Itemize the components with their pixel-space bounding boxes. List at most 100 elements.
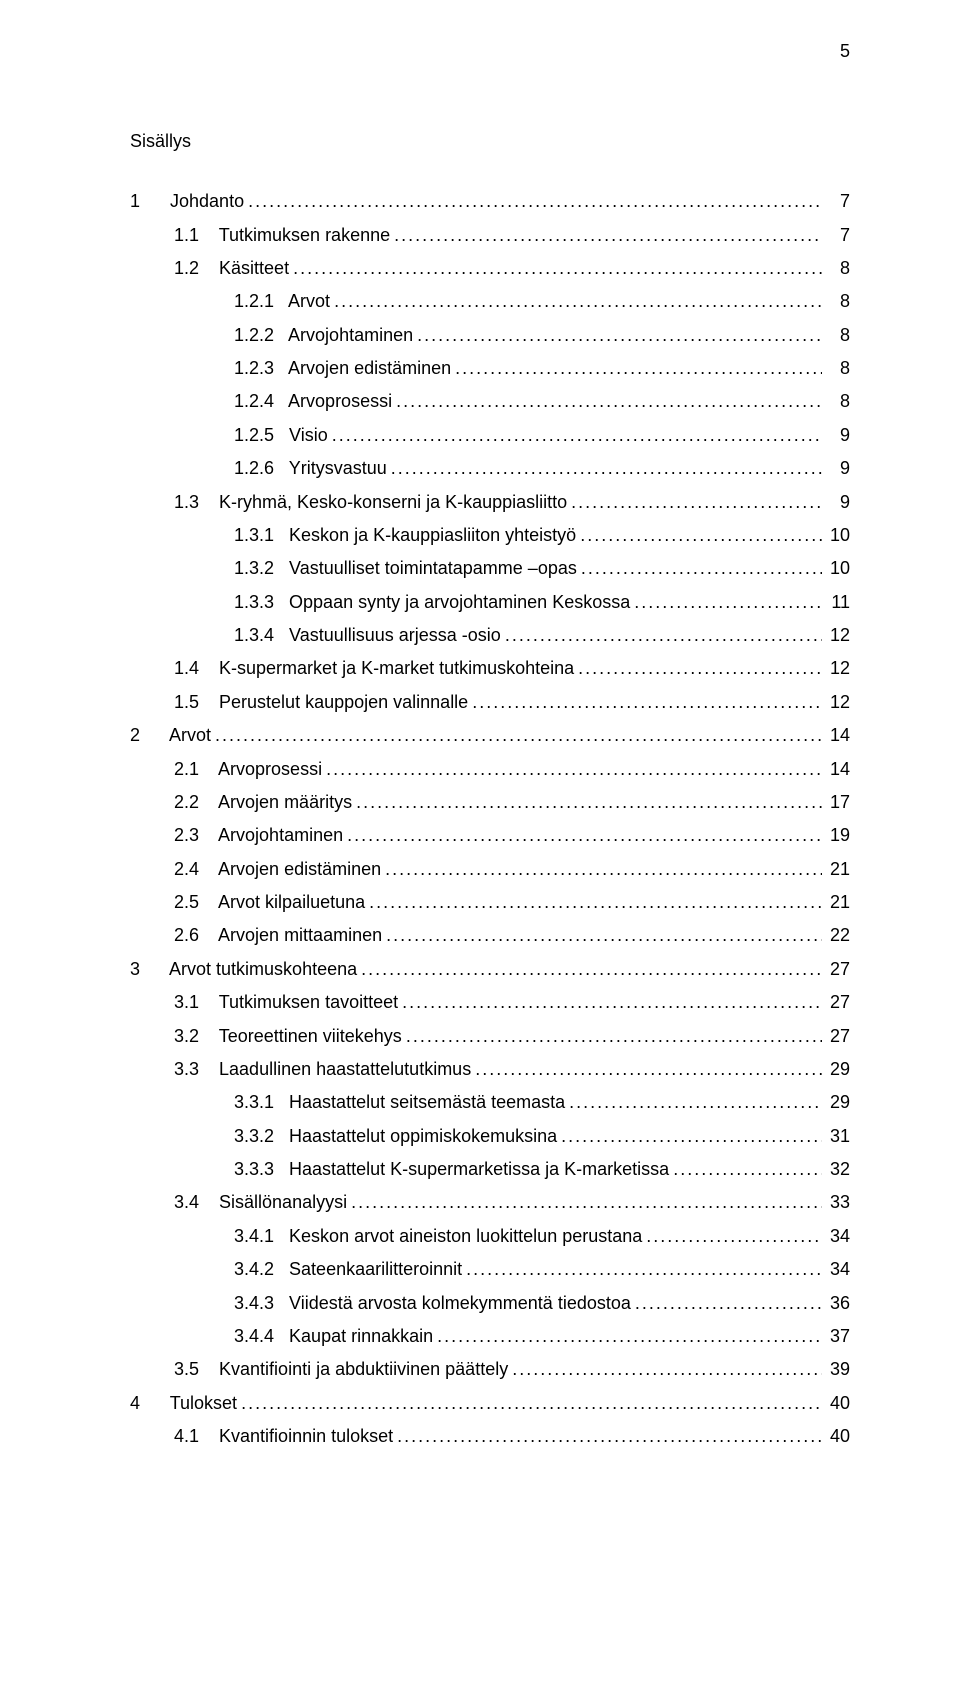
toc-entry-label: 1.3.1 Keskon ja K-kauppiasliiton yhteist… xyxy=(130,522,576,549)
toc-entry-label: 1.3.2 Vastuulliset toimintatapamme –opas xyxy=(130,555,577,582)
toc-entry: 2.6 Arvojen mittaaminen.................… xyxy=(130,919,850,952)
toc-entry: 3.3 Laadullinen haastattelututkimus.....… xyxy=(130,1053,850,1086)
toc-leader-dots: ........................................… xyxy=(468,689,822,716)
toc-entry-label: 1.2 Käsitteet xyxy=(130,255,289,282)
toc-entry: 3.1 Tutkimuksen tavoitteet..............… xyxy=(130,986,850,1019)
toc-entry-label: 4.1 Kvantifioinnin tulokset xyxy=(130,1423,393,1450)
toc-entry: 2 Arvot.................................… xyxy=(130,719,850,752)
toc-leader-dots: ........................................… xyxy=(393,1423,822,1450)
toc-leader-dots: ........................................… xyxy=(557,1123,822,1150)
toc-entry: 1.3.1 Keskon ja K-kauppiasliiton yhteist… xyxy=(130,519,850,552)
toc-leader-dots: ........................................… xyxy=(343,822,822,849)
toc-entry-label: 1.4 K-supermarket ja K-market tutkimusko… xyxy=(130,655,574,682)
toc-entry: 1.5 Perustelut kauppojen valinnalle.....… xyxy=(130,686,850,719)
toc-entry-label: 3.3.3 Haastattelut K-supermarketissa ja … xyxy=(130,1156,669,1183)
toc-entry: 3.3.1 Haastattelut seitsemästä teemasta.… xyxy=(130,1086,850,1119)
toc-entry: 1.3.2 Vastuulliset toimintatapamme –opas… xyxy=(130,552,850,585)
toc-entry: 3 Arvot tutkimuskohteena................… xyxy=(130,953,850,986)
toc-leader-dots: ........................................… xyxy=(413,322,822,349)
toc-entry-page: 8 xyxy=(822,288,850,315)
toc-entry: 4 Tulokset..............................… xyxy=(130,1387,850,1420)
toc-entry-page: 34 xyxy=(822,1223,850,1250)
toc-entry-page: 9 xyxy=(822,422,850,449)
toc-entry: 3.5 Kvantifiointi ja abduktiivinen päätt… xyxy=(130,1353,850,1386)
toc-entry-page: 27 xyxy=(822,956,850,983)
toc-entry-label: 1 Johdanto xyxy=(130,188,244,215)
toc-entry-page: 9 xyxy=(822,455,850,482)
toc-entry-label: 3 Arvot tutkimuskohteena xyxy=(130,956,357,983)
toc-entry: 1.2.6 Yritysvastuu......................… xyxy=(130,452,850,485)
toc-leader-dots: ........................................… xyxy=(402,1023,822,1050)
toc-entry: 1.3.3 Oppaan synty ja arvojohtaminen Kes… xyxy=(130,586,850,619)
toc-entry-page: 37 xyxy=(822,1323,850,1350)
toc-leader-dots: ........................................… xyxy=(669,1156,822,1183)
toc-leader-dots: ........................................… xyxy=(451,355,822,382)
page: 5 Sisällys 1 Johdanto...................… xyxy=(0,0,960,1701)
toc-entry-page: 12 xyxy=(822,622,850,649)
toc-entry-page: 34 xyxy=(822,1256,850,1283)
toc-entry-page: 32 xyxy=(822,1156,850,1183)
toc-entry-label: 3.1 Tutkimuksen tavoitteet xyxy=(130,989,398,1016)
toc-leader-dots: ........................................… xyxy=(237,1390,822,1417)
toc-entry-label: 1.2.1 Arvot xyxy=(130,288,330,315)
toc-entry-page: 10 xyxy=(822,522,850,549)
toc-entry-label: 1.2.5 Visio xyxy=(130,422,328,449)
toc-entry-label: 2.3 Arvojohtaminen xyxy=(130,822,343,849)
toc-entry: 2.5 Arvot kilpailuetuna.................… xyxy=(130,886,850,919)
toc-entry-page: 27 xyxy=(822,989,850,1016)
toc-leader-dots: ........................................… xyxy=(382,922,822,949)
toc-entry-label: 3.4.2 Sateenkaarilitteroinnit xyxy=(130,1256,462,1283)
toc-leader-dots: ........................................… xyxy=(508,1356,822,1383)
toc-entry-label: 1.2.6 Yritysvastuu xyxy=(130,455,387,482)
toc-entry-label: 1.5 Perustelut kauppojen valinnalle xyxy=(130,689,468,716)
toc-entry-page: 8 xyxy=(822,355,850,382)
table-of-contents: 1 Johdanto..............................… xyxy=(130,185,850,1453)
toc-leader-dots: ........................................… xyxy=(642,1223,822,1250)
toc-entry-page: 21 xyxy=(822,856,850,883)
toc-entry: 3.2 Teoreettinen viitekehys.............… xyxy=(130,1019,850,1052)
toc-entry-label: 1.2.3 Arvojen edistäminen xyxy=(130,355,451,382)
toc-entry-page: 11 xyxy=(822,589,850,616)
toc-entry-page: 8 xyxy=(822,388,850,415)
toc-leader-dots: ........................................… xyxy=(330,288,822,315)
toc-entry: 1.2 Käsitteet...........................… xyxy=(130,252,850,285)
toc-entry-page: 17 xyxy=(822,789,850,816)
toc-entry-page: 8 xyxy=(822,255,850,282)
toc-leader-dots: ........................................… xyxy=(322,756,822,783)
toc-entry-page: 8 xyxy=(822,322,850,349)
toc-entry-page: 14 xyxy=(822,756,850,783)
toc-leader-dots: ........................................… xyxy=(381,856,822,883)
toc-entry-label: 3.4.1 Keskon arvot aineiston luokittelun… xyxy=(130,1223,642,1250)
toc-leader-dots: ........................................… xyxy=(328,422,822,449)
page-number: 5 xyxy=(840,38,850,65)
toc-leader-dots: ........................................… xyxy=(387,455,822,482)
toc-leader-dots: ........................................… xyxy=(577,555,822,582)
toc-entry: 1.2.3 Arvojen edistäminen...............… xyxy=(130,352,850,385)
toc-entry: 1.4 K-supermarket ja K-market tutkimusko… xyxy=(130,652,850,685)
toc-entry-page: 40 xyxy=(822,1423,850,1450)
toc-entry-label: 4 Tulokset xyxy=(130,1390,237,1417)
toc-entry: 3.4.1 Keskon arvot aineiston luokittelun… xyxy=(130,1220,850,1253)
toc-entry-page: 12 xyxy=(822,689,850,716)
toc-entry-page: 9 xyxy=(822,489,850,516)
toc-entry-page: 36 xyxy=(822,1290,850,1317)
toc-entry: 1.3 K-ryhmä, Kesko-konserni ja K-kauppia… xyxy=(130,485,850,518)
toc-entry-page: 10 xyxy=(822,555,850,582)
toc-leader-dots: ........................................… xyxy=(501,622,822,649)
toc-leader-dots: ........................................… xyxy=(398,989,822,1016)
toc-entry: 4.1 Kvantifioinnin tulokset.............… xyxy=(130,1420,850,1453)
toc-leader-dots: ........................................… xyxy=(392,388,822,415)
toc-entry-label: 3.3.1 Haastattelut seitsemästä teemasta xyxy=(130,1089,565,1116)
toc-entry-label: 1.3.4 Vastuullisuus arjessa -osio xyxy=(130,622,501,649)
toc-entry: 1.2.5 Visio.............................… xyxy=(130,419,850,452)
toc-entry-page: 31 xyxy=(822,1123,850,1150)
toc-entry-page: 19 xyxy=(822,822,850,849)
toc-entry-label: 2.6 Arvojen mittaaminen xyxy=(130,922,382,949)
toc-leader-dots: ........................................… xyxy=(244,188,822,215)
toc-entry: 2.4 Arvojen edistäminen.................… xyxy=(130,853,850,886)
toc-entry-label: 3.4 Sisällönanalyysi xyxy=(130,1189,347,1216)
toc-leader-dots: ........................................… xyxy=(352,789,822,816)
toc-entry-page: 33 xyxy=(822,1189,850,1216)
toc-entry-page: 29 xyxy=(822,1056,850,1083)
toc-entry-label: 3.3 Laadullinen haastattelututkimus xyxy=(130,1056,471,1083)
